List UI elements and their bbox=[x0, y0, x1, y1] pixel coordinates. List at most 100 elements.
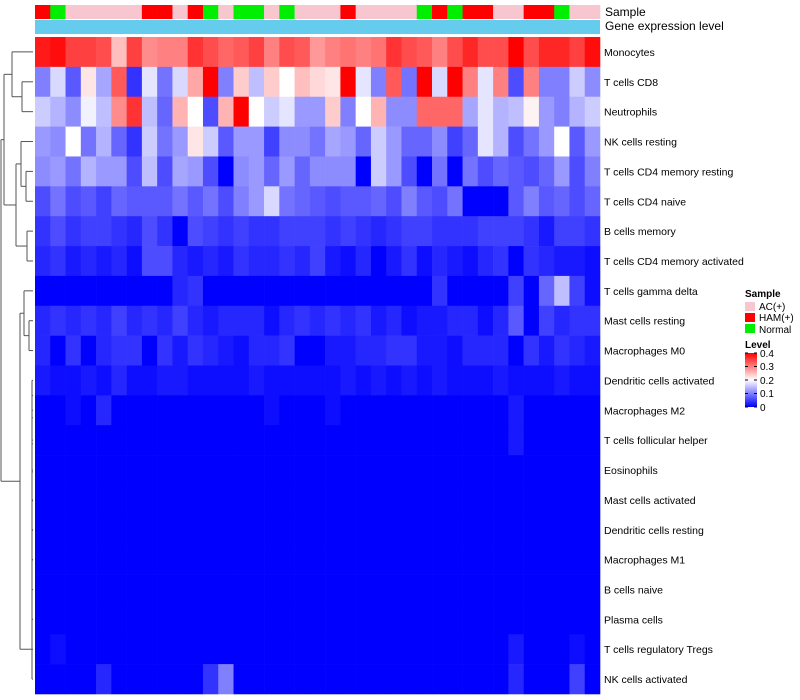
heatmap-cell bbox=[294, 425, 311, 456]
heatmap-cell bbox=[538, 455, 555, 486]
gene-expression-level-track bbox=[35, 20, 600, 34]
heatmap-cell bbox=[126, 604, 143, 635]
heatmap-cell bbox=[340, 455, 356, 486]
heatmap-cell bbox=[523, 455, 540, 486]
heatmap-cell bbox=[477, 604, 494, 635]
heatmap-cell bbox=[202, 335, 219, 366]
heatmap-cell bbox=[370, 484, 387, 516]
heatmap-cell bbox=[508, 186, 524, 217]
heatmap-cell bbox=[264, 186, 280, 217]
heatmap-cell bbox=[386, 305, 402, 336]
sample-legend-title: Sample bbox=[745, 289, 781, 300]
heatmap-cell bbox=[447, 455, 463, 486]
heatmap-cell bbox=[279, 574, 295, 605]
heatmap-cell bbox=[508, 275, 524, 307]
heatmap-cell bbox=[416, 395, 433, 426]
sample-annotation-cell bbox=[65, 5, 82, 19]
heatmap-cell bbox=[65, 335, 82, 366]
heatmap-cell bbox=[264, 66, 280, 98]
heatmap-cell bbox=[111, 484, 127, 516]
heatmap-cell bbox=[309, 484, 326, 516]
heatmap-cell bbox=[477, 96, 494, 127]
heatmap-cell bbox=[309, 455, 326, 486]
heatmap-cell bbox=[50, 37, 66, 68]
heatmap-cell bbox=[111, 96, 127, 127]
sample-annotation-cell bbox=[172, 5, 189, 19]
heatmap-cell bbox=[538, 37, 555, 68]
heatmap-cell bbox=[508, 634, 524, 665]
heatmap-cell bbox=[96, 96, 112, 127]
legend-label-ham: HAM(+) bbox=[759, 313, 794, 324]
heatmap-cell bbox=[264, 335, 280, 366]
heatmap-cell bbox=[569, 544, 586, 575]
heatmap-cell bbox=[493, 305, 509, 336]
heatmap-cell bbox=[401, 96, 418, 127]
heatmap-cell bbox=[126, 574, 143, 605]
heatmap-cell bbox=[325, 37, 341, 68]
heatmap-cell bbox=[554, 96, 570, 127]
heatmap-cell bbox=[325, 186, 341, 217]
sample-annotation-cell bbox=[370, 5, 387, 19]
heatmap-cell bbox=[355, 544, 372, 575]
heatmap-cell bbox=[462, 604, 479, 635]
heatmap-cell bbox=[523, 365, 540, 396]
heatmap-cell bbox=[538, 305, 555, 336]
level-tick-label: 0.1 bbox=[760, 389, 774, 400]
row-label: Dendritic cells activated bbox=[604, 375, 714, 387]
heatmap-cell bbox=[80, 664, 97, 695]
row-label: Macrophages M1 bbox=[604, 555, 685, 567]
heatmap-cell bbox=[126, 455, 143, 486]
heatmap-cell bbox=[233, 186, 250, 217]
row-label: Monocytes bbox=[604, 47, 655, 59]
heatmap-cell bbox=[141, 604, 158, 635]
heatmap-cell bbox=[202, 126, 219, 157]
heatmap-cell bbox=[248, 544, 265, 575]
heatmap-cell bbox=[80, 37, 97, 68]
heatmap-cell bbox=[355, 484, 372, 516]
heatmap-cell bbox=[218, 484, 234, 516]
heatmap-cell bbox=[355, 395, 372, 426]
heatmap-cell bbox=[355, 66, 372, 98]
heatmap-cell bbox=[401, 574, 418, 605]
heatmap-cell bbox=[233, 66, 250, 98]
heatmap-cell bbox=[65, 425, 82, 456]
sample-annotation-cell bbox=[432, 5, 448, 19]
heatmap-cell bbox=[370, 66, 387, 98]
heatmap-cell bbox=[554, 335, 570, 366]
heatmap-cell bbox=[294, 365, 311, 396]
heatmap-cell bbox=[386, 96, 402, 127]
heatmap-cell bbox=[96, 156, 112, 187]
heatmap-cell bbox=[477, 275, 494, 307]
heatmap-cell bbox=[96, 395, 112, 426]
heatmap-cell bbox=[65, 126, 82, 157]
heatmap-cell bbox=[111, 66, 127, 98]
level-tick-label: 0 bbox=[760, 403, 766, 414]
heatmap-cell bbox=[187, 216, 204, 247]
heatmap-cell bbox=[65, 574, 82, 605]
heatmap-cell bbox=[493, 634, 509, 665]
heatmap-cell bbox=[141, 335, 158, 366]
heatmap-cell bbox=[50, 216, 66, 247]
heatmap-cell bbox=[80, 544, 97, 575]
heatmap-cell bbox=[538, 126, 555, 157]
heatmap-cell bbox=[309, 275, 326, 307]
heatmap-cell bbox=[50, 275, 66, 307]
heatmap-cell bbox=[325, 514, 341, 545]
heatmap-cell bbox=[126, 544, 143, 575]
heatmap-cell bbox=[141, 664, 158, 695]
heatmap-cell bbox=[401, 305, 418, 336]
heatmap-cell bbox=[309, 305, 326, 336]
heatmap-cell bbox=[477, 514, 494, 545]
heatmap-cell bbox=[80, 186, 97, 217]
heatmap-cell bbox=[187, 156, 204, 187]
heatmap-cell bbox=[569, 126, 586, 157]
heatmap-cell bbox=[157, 395, 173, 426]
sample-annotation-cell bbox=[248, 5, 265, 19]
heatmap-cell bbox=[447, 484, 463, 516]
heatmap-cell bbox=[35, 634, 51, 665]
heatmap-cell bbox=[569, 275, 586, 307]
heatmap-cell bbox=[187, 544, 204, 575]
heatmap-cell bbox=[218, 604, 234, 635]
annotation-label-gene-expression: Gene expression level bbox=[605, 19, 724, 33]
heatmap-cell bbox=[477, 126, 494, 157]
